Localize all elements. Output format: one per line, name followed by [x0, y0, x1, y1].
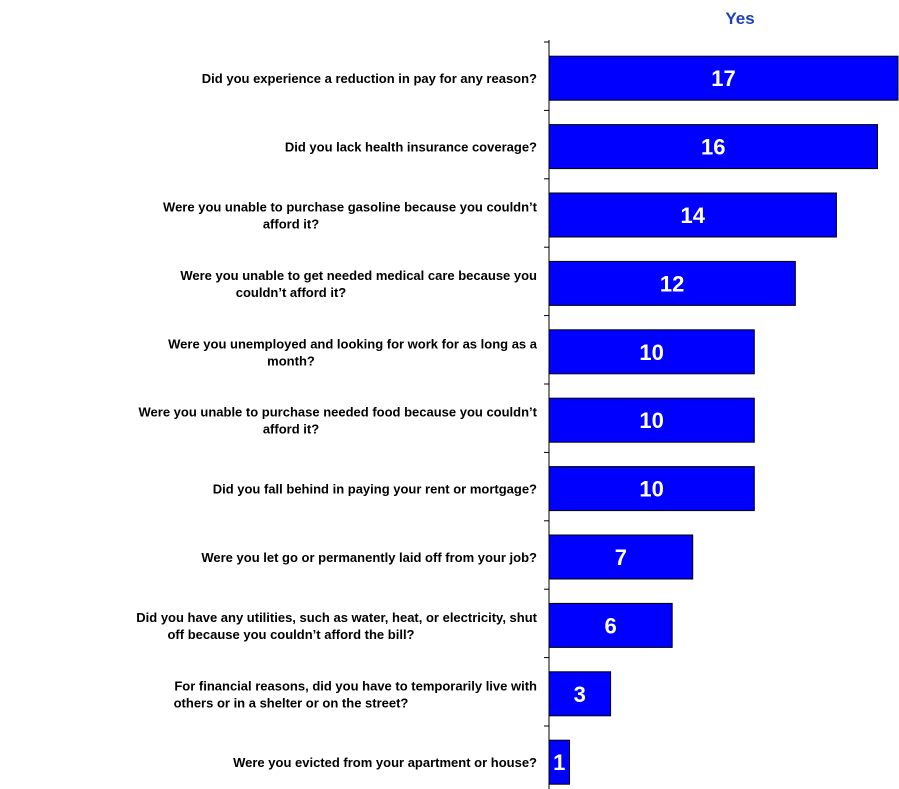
category-label-line: others or in a shelter or on the street?	[174, 695, 409, 710]
bar	[548, 329, 755, 375]
category-label-line: month?	[267, 353, 315, 368]
category-label-line: Were you unable to purchase gasoline bec…	[163, 200, 538, 215]
bar-value-label: 3	[574, 682, 586, 707]
category-label-line: Did you experience a reduction in pay fo…	[202, 71, 537, 86]
category-label-line: Were you evicted from your apartment or …	[233, 755, 537, 770]
category-label-line: Were you unable to purchase needed food …	[139, 405, 538, 420]
category-label: For financial reasons, did you have to t…	[174, 678, 537, 710]
bar	[548, 260, 796, 306]
bar-value-label: 17	[711, 66, 735, 91]
category-label-line: couldn’t afford it?	[236, 285, 347, 300]
bar-value-label: 10	[639, 408, 663, 433]
bar	[548, 192, 837, 238]
bar	[548, 397, 755, 443]
bars-group: 17 16 14 12 10 10 10 7 6 3 1	[548, 55, 899, 785]
category-label-line: Did you fall behind in paying your rent …	[213, 482, 537, 497]
bar-value-label: 6	[604, 613, 616, 638]
category-label: Did you lack health insurance coverage?	[285, 140, 537, 155]
category-label: Were you unemployed and looking for work…	[168, 336, 538, 368]
category-label-line: Did you have any utilities, such as wate…	[136, 610, 537, 625]
bar-value-label: 7	[615, 545, 627, 570]
bar-value-label: 10	[639, 340, 663, 365]
bar	[548, 466, 755, 512]
bar-value-label: 1	[553, 750, 565, 775]
bar	[548, 55, 899, 101]
axis-ticks	[544, 41, 549, 727]
category-label-line: Were you unemployed and looking for work…	[168, 336, 538, 351]
category-label: Were you let go or permanently laid off …	[201, 550, 537, 565]
category-label: Were you evicted from your apartment or …	[233, 755, 537, 770]
bar-value-label: 14	[680, 203, 705, 228]
category-label: Did you have any utilities, such as wate…	[136, 610, 537, 642]
category-label-line: Were you unable to get needed medical ca…	[180, 268, 537, 283]
bar	[548, 602, 673, 648]
category-label-line: afford it?	[263, 422, 319, 437]
bar	[548, 671, 612, 717]
bar	[548, 124, 878, 170]
category-label-line: Were you let go or permanently laid off …	[201, 550, 537, 565]
bar-value-label: 10	[639, 477, 663, 502]
category-label-line: afford it?	[263, 217, 319, 232]
bar	[548, 739, 571, 785]
category-label-line: Did you lack health insurance coverage?	[285, 140, 537, 155]
category-label-line: For financial reasons, did you have to t…	[174, 678, 537, 693]
category-label: Did you fall behind in paying your rent …	[213, 482, 537, 497]
category-label: Were you unable to purchase needed food …	[139, 405, 538, 437]
category-labels: Did you experience a reduction in pay fo…	[136, 71, 538, 770]
bar	[548, 534, 694, 580]
category-label: Did you experience a reduction in pay fo…	[202, 71, 537, 86]
category-label: Were you unable to get needed medical ca…	[180, 268, 537, 300]
category-label: Were you unable to purchase gasoline bec…	[163, 200, 538, 232]
series-label-yes: Yes	[725, 9, 754, 28]
category-label-line: off because you couldn’t afford the bill…	[167, 627, 414, 642]
bar-value-label: 16	[701, 135, 725, 160]
bar-value-label: 12	[660, 271, 684, 296]
